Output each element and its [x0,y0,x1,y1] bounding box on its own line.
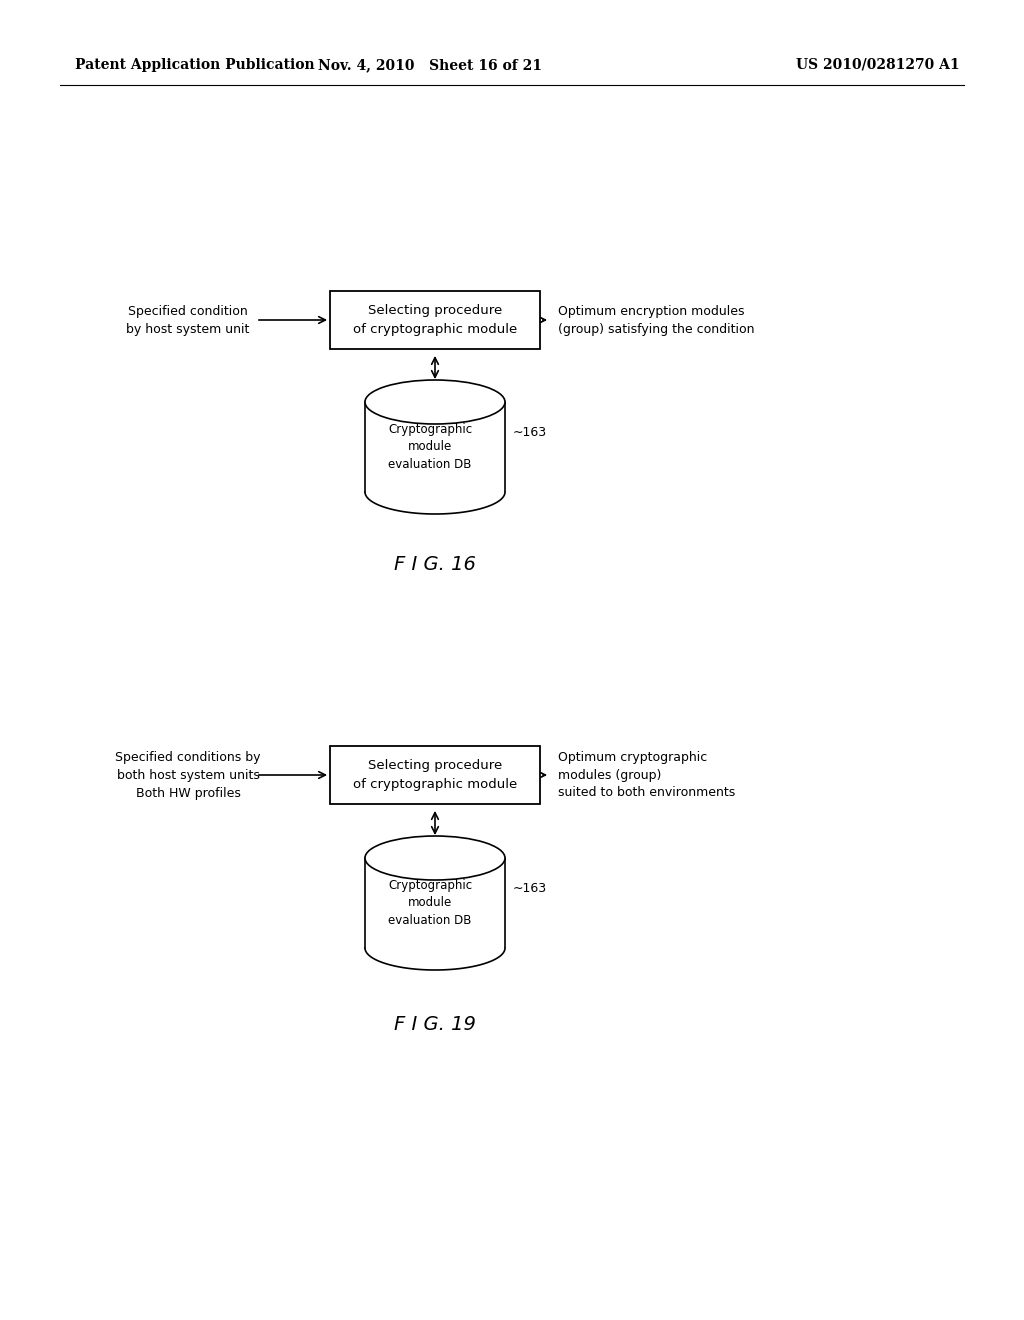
Text: Cryptographic
module
evaluation DB: Cryptographic module evaluation DB [388,422,472,471]
Text: US 2010/0281270 A1: US 2010/0281270 A1 [797,58,961,73]
Bar [330,290,540,348]
Text: Selecting procedure
of cryptographic module: Selecting procedure of cryptographic mod… [353,304,517,337]
Text: Optimum cryptographic
modules (group)
suited to both environments: Optimum cryptographic modules (group) su… [558,751,735,800]
Text: Specified condition
by host system unit: Specified condition by host system unit [126,305,250,335]
Polygon shape [365,403,505,492]
Polygon shape [365,858,505,948]
Text: Nov. 4, 2010   Sheet 16 of 21: Nov. 4, 2010 Sheet 16 of 21 [318,58,542,73]
Ellipse shape [365,836,505,880]
Text: ∼163: ∼163 [513,425,547,438]
Text: ∼163: ∼163 [513,882,547,895]
Text: Patent Application Publication: Patent Application Publication [75,58,314,73]
Bar [330,746,540,804]
Text: F I G. 16: F I G. 16 [394,556,476,574]
Text: Specified conditions by
both host system units
Both HW profiles: Specified conditions by both host system… [116,751,261,800]
Text: Optimum encryption modules
(group) satisfying the condition: Optimum encryption modules (group) satis… [558,305,755,335]
Text: Selecting procedure
of cryptographic module: Selecting procedure of cryptographic mod… [353,759,517,791]
Ellipse shape [365,380,505,424]
Text: Cryptographic
module
evaluation DB: Cryptographic module evaluation DB [388,879,472,928]
Text: F I G. 19: F I G. 19 [394,1015,476,1035]
